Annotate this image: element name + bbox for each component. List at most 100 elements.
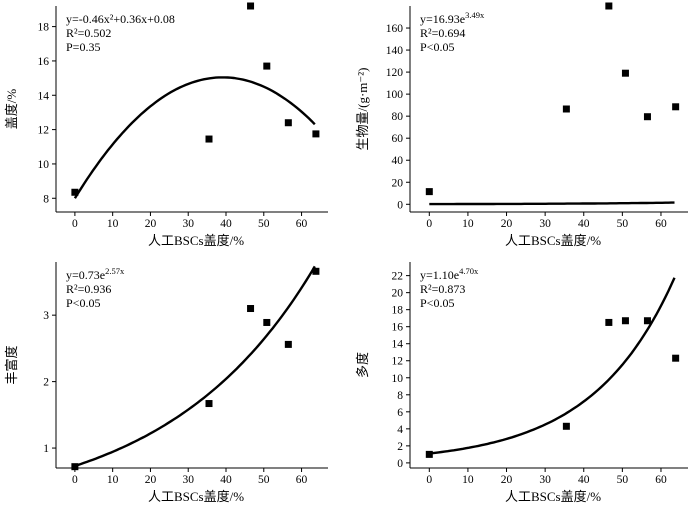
y-tick-label: 6: [397, 407, 403, 419]
data-point: [605, 318, 613, 326]
x-tick-label: 50: [617, 474, 629, 486]
x-tick-label: 60: [296, 474, 308, 486]
data-point: [263, 62, 271, 70]
x-tick-label: 50: [258, 474, 270, 486]
fit-curve: [74, 265, 316, 468]
data-point: [312, 130, 320, 138]
x-tick-label: 10: [462, 218, 474, 230]
y-tick-label: 0: [397, 199, 403, 211]
data-point: [425, 188, 433, 196]
x-tick-label: 60: [296, 218, 308, 230]
data-point: [672, 354, 680, 362]
data-point: [284, 119, 292, 127]
x-tick-label: 30: [539, 218, 551, 230]
fit-equation: y=1.10e4.70x: [420, 266, 479, 282]
fit-equation: y=-0.46x²+0.36x+0.08: [66, 12, 175, 26]
x-tick-label: 10: [462, 474, 474, 486]
data-point: [621, 69, 629, 77]
y-tick-label: 16: [38, 56, 50, 68]
panel-biomass: 0 10 20 30 40 50 60 0 20 40 60 80 100 120 140 160 人工BSCs…: [355, 2, 688, 248]
y-tick-label: 2: [43, 377, 49, 389]
y-tick-label: 2: [397, 441, 403, 453]
y-tick-label: 20: [392, 177, 404, 189]
fit-r-squared: R²=0.873: [420, 282, 465, 296]
x-tick-label: 0: [426, 218, 432, 230]
data-point: [621, 317, 629, 325]
x-tick-label: 20: [145, 474, 157, 486]
x-axis-title: 人工BSCs盖度/%: [505, 489, 601, 504]
y-tick-label: 140: [386, 45, 404, 57]
y-tick-label: 20: [392, 288, 404, 300]
y-tick-label: 3: [43, 310, 49, 322]
y-axis-title: 盖度/%: [4, 89, 19, 130]
panel-diversity: 0 10 20 30 40 50 60 0 2 4 6 8 10 12 14 16 18 20 22 人工BSCs盖度…: [355, 262, 688, 504]
fit-r-squared: R²=0.694: [420, 26, 465, 40]
x-axis-title: 人工BSCs盖度/%: [148, 233, 244, 248]
y-tick-label: 8: [397, 390, 403, 402]
y-tick-label: 100: [386, 89, 404, 101]
x-tick-label: 10: [107, 218, 119, 230]
x-tick-label: 50: [617, 218, 629, 230]
y-axis-title: 多度: [355, 352, 370, 378]
data-point: [605, 2, 613, 10]
data-point: [263, 318, 271, 326]
x-tick-label: 10: [107, 474, 119, 486]
data-point: [284, 340, 292, 348]
data-point: [205, 135, 213, 143]
data-point: [205, 400, 213, 408]
x-tick-label: 40: [578, 474, 590, 486]
y-axis-title: 生物量/(g·m⁻²): [355, 68, 370, 151]
y-tick-label: 18: [38, 22, 50, 34]
fit-curve: [429, 277, 676, 455]
x-tick-label: 20: [501, 474, 513, 486]
y-tick-label: 60: [392, 133, 404, 145]
x-tick-label: 0: [426, 474, 432, 486]
y-tick-label: 22: [392, 271, 404, 283]
y-tick-label: 10: [38, 159, 50, 171]
x-tick-label: 60: [655, 474, 667, 486]
y-tick-label: 14: [392, 339, 404, 351]
y-tick-label: 10: [392, 373, 404, 385]
x-tick-label: 30: [182, 474, 194, 486]
fit-p-value: P<0.05: [66, 296, 100, 310]
data-point: [643, 113, 651, 121]
y-tick-label: 1: [43, 443, 49, 455]
x-tick-label: 40: [578, 218, 590, 230]
data-point: [643, 317, 651, 325]
y-tick-label: 4: [397, 424, 403, 436]
fit-curve: [73, 76, 316, 199]
x-tick-label: 60: [655, 218, 667, 230]
panel-coverage: 0 10 20 30 40 50 60 8 10 12 14 16 18 人工BSCs盖度/% 盖度/% y=…: [4, 2, 328, 248]
y-tick-label: 0: [397, 458, 403, 470]
x-axis-title: 人工BSCs盖度/%: [505, 233, 601, 248]
y-tick-label: 80: [392, 111, 404, 123]
data-point: [672, 103, 680, 111]
x-tick-label: 40: [220, 218, 232, 230]
data-point: [71, 188, 79, 196]
data-point: [247, 305, 255, 313]
y-tick-label: 160: [386, 23, 404, 35]
x-tick-label: 50: [258, 218, 270, 230]
y-tick-label: 8: [43, 193, 49, 205]
x-axis-title: 人工BSCs盖度/%: [148, 489, 244, 504]
fit-curve: [429, 201, 675, 206]
x-tick-label: 20: [501, 218, 513, 230]
y-tick-label: 18: [392, 305, 404, 317]
y-tick-label: 40: [392, 155, 404, 167]
data-point: [562, 422, 570, 430]
data-point: [312, 267, 320, 275]
fit-equation: y=0.73e2.57x: [66, 266, 125, 282]
data-point: [562, 105, 570, 113]
y-tick-label: 12: [38, 125, 50, 137]
x-tick-label: 40: [220, 474, 232, 486]
y-tick-label: 14: [38, 90, 50, 102]
fit-p-value: P<0.05: [420, 296, 454, 310]
fit-p-value: P=0.35: [66, 40, 100, 54]
y-tick-label: 120: [386, 67, 404, 79]
x-tick-label: 30: [182, 218, 194, 230]
fit-equation: y=16.93e3.49x: [420, 10, 485, 26]
y-axis-title: 丰富度: [4, 345, 19, 384]
y-tick-label: 12: [392, 356, 404, 368]
x-tick-label: 20: [145, 218, 157, 230]
